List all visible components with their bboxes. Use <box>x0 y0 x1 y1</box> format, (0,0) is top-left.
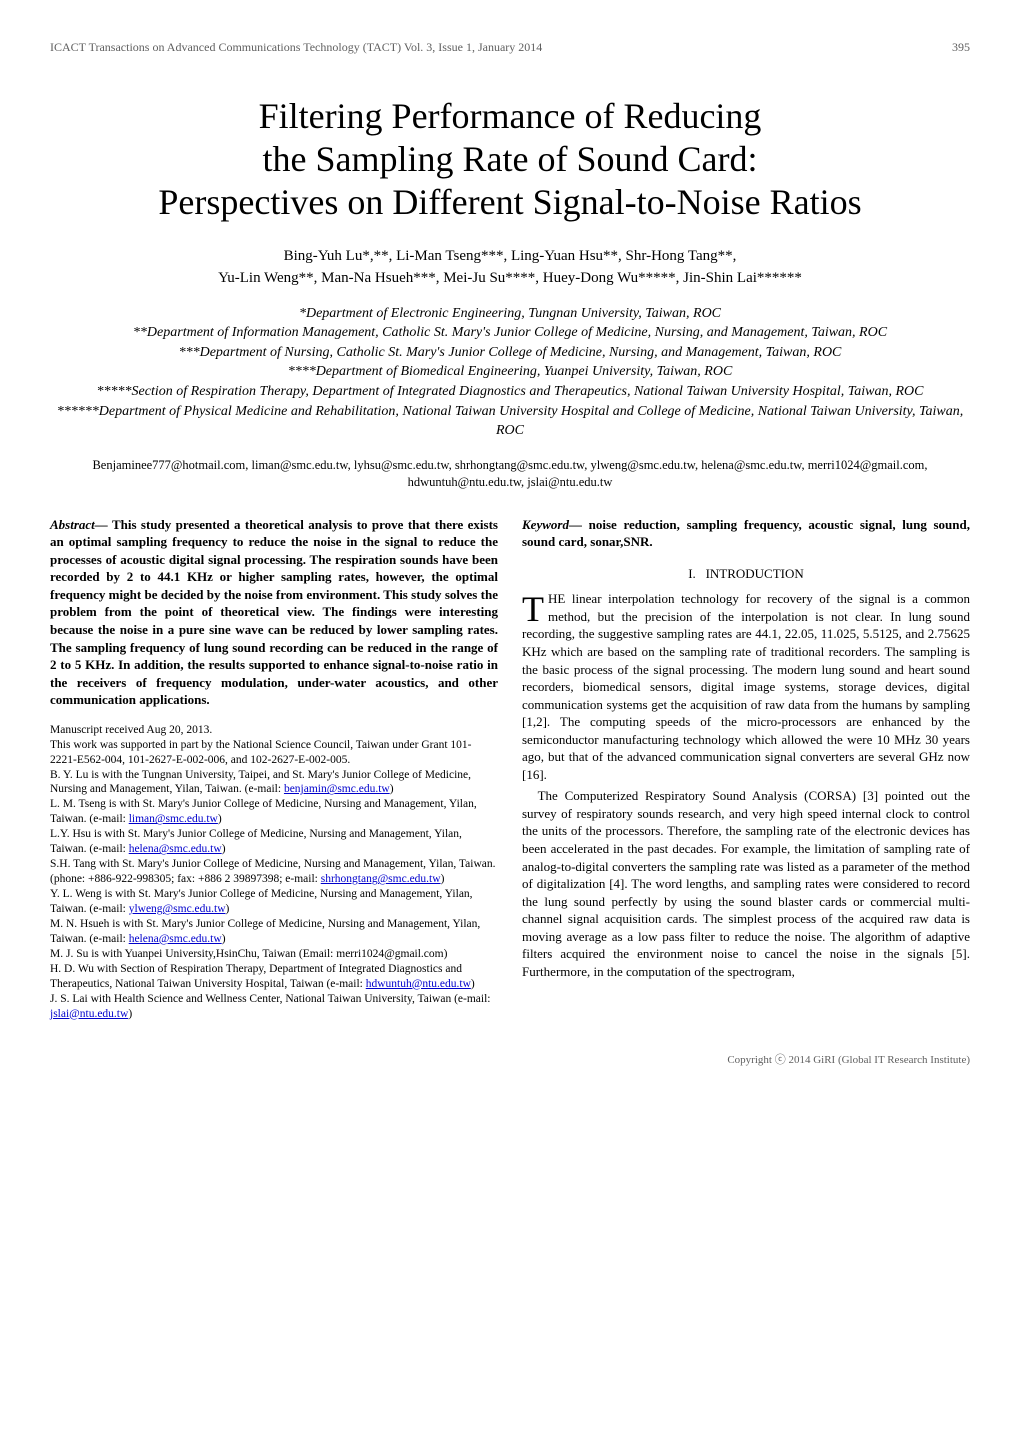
abstract-paragraph: Abstract— This study presented a theoret… <box>50 516 498 709</box>
author-bio-lai: J. S. Lai with Health Science and Wellne… <box>50 992 498 1022</box>
running-header: ICACT Transactions on Advanced Communica… <box>50 40 970 55</box>
affiliation-6: ******Department of Physical Medicine an… <box>50 402 970 441</box>
keyword-paragraph: Keyword— noise reduction, sampling frequ… <box>522 516 970 551</box>
affiliation-list: *Department of Electronic Engineering, T… <box>50 304 970 441</box>
email-link-benjamin[interactable]: benjamin@smc.edu.tw <box>284 783 390 795</box>
email-link-helena[interactable]: helena@smc.edu.tw <box>129 843 222 855</box>
email-link-liman[interactable]: liman@smc.edu.tw <box>129 813 218 825</box>
title-line-3: Perspectives on Different Signal-to-Nois… <box>158 182 861 222</box>
author-list: Bing-Yuh Lu*,**, Li-Man Tseng***, Ling-Y… <box>50 245 970 290</box>
manuscript-received: Manuscript received Aug 20, 2013. <box>50 723 498 738</box>
left-column: Abstract— This study presented a theoret… <box>50 516 498 1022</box>
author-bio-hsueh: M. N. Hsueh is with St. Mary's Junior Co… <box>50 917 498 947</box>
author-emails: Benjaminee777@hotmail.com, liman@smc.edu… <box>50 457 970 492</box>
copyright-footer: Copyright ⓒ 2014 GiRI (Global IT Researc… <box>50 1051 970 1067</box>
author-bio-wu: H. D. Wu with Section of Respiration The… <box>50 962 498 992</box>
header-left: ICACT Transactions on Advanced Communica… <box>50 40 542 55</box>
dropcap: T <box>522 590 548 624</box>
email-link-jslai[interactable]: jslai@ntu.edu.tw <box>50 1008 128 1020</box>
email-link-helena2[interactable]: helena@smc.edu.tw <box>129 933 222 945</box>
intro-paragraph-1: T HE linear interpolation technology for… <box>522 590 970 783</box>
abstract-text: This study presented a theoretical analy… <box>50 517 498 707</box>
email-link-ylweng[interactable]: ylweng@smc.edu.tw <box>129 903 226 915</box>
abstract-label: Abstract— <box>50 517 108 532</box>
manuscript-grant: This work was supported in part by the N… <box>50 738 498 768</box>
author-bio-lu: B. Y. Lu is with the Tungnan University,… <box>50 768 498 798</box>
right-column: Keyword— noise reduction, sampling frequ… <box>522 516 970 1022</box>
author-bio-hsu: L.Y. Hsu is with St. Mary's Junior Colle… <box>50 827 498 857</box>
affiliation-2: **Department of Information Management, … <box>50 323 970 343</box>
author-bio-tseng: L. M. Tseng is with St. Mary's Junior Co… <box>50 797 498 827</box>
section-title: INTRODUCTION <box>706 566 804 581</box>
intro-p1-text: HE linear interpolation technology for r… <box>522 591 970 781</box>
authors-line-2: Yu-Lin Weng**, Man-Na Hsueh***, Mei-Ju S… <box>218 270 802 286</box>
email-link-shrhongtang[interactable]: shrhongtang@smc.edu.tw <box>321 873 441 885</box>
manuscript-footnote: Manuscript received Aug 20, 2013. This w… <box>50 723 498 1022</box>
intro-paragraph-2: The Computerized Respiratory Sound Analy… <box>522 787 970 980</box>
title-line-1: Filtering Performance of Reducing <box>259 96 762 136</box>
author-bio-tang: S.H. Tang with St. Mary's Junior College… <box>50 857 498 887</box>
affiliation-1: *Department of Electronic Engineering, T… <box>50 304 970 324</box>
affiliation-3: ***Department of Nursing, Catholic St. M… <box>50 343 970 363</box>
author-bio-weng: Y. L. Weng is with St. Mary's Junior Col… <box>50 887 498 917</box>
keyword-text: noise reduction, sampling frequency, aco… <box>522 517 970 550</box>
author-bio-su: M. J. Su is with Yuanpei University,Hsin… <box>50 947 498 962</box>
paper-title: Filtering Performance of Reducing the Sa… <box>50 95 970 225</box>
authors-line-1: Bing-Yuh Lu*,**, Li-Man Tseng***, Ling-Y… <box>284 248 737 264</box>
keyword-label: Keyword— <box>522 517 582 532</box>
section-heading-introduction: I. INTRODUCTION <box>522 565 970 583</box>
section-number: I. <box>688 566 696 581</box>
page-number: 395 <box>952 40 970 55</box>
affiliation-4: ****Department of Biomedical Engineering… <box>50 362 970 382</box>
two-column-body: Abstract— This study presented a theoret… <box>50 516 970 1022</box>
affiliation-5: *****Section of Respiration Therapy, Dep… <box>50 382 970 402</box>
email-link-hdwuntuh[interactable]: hdwuntuh@ntu.edu.tw <box>366 978 471 990</box>
title-line-2: the Sampling Rate of Sound Card: <box>263 139 758 179</box>
